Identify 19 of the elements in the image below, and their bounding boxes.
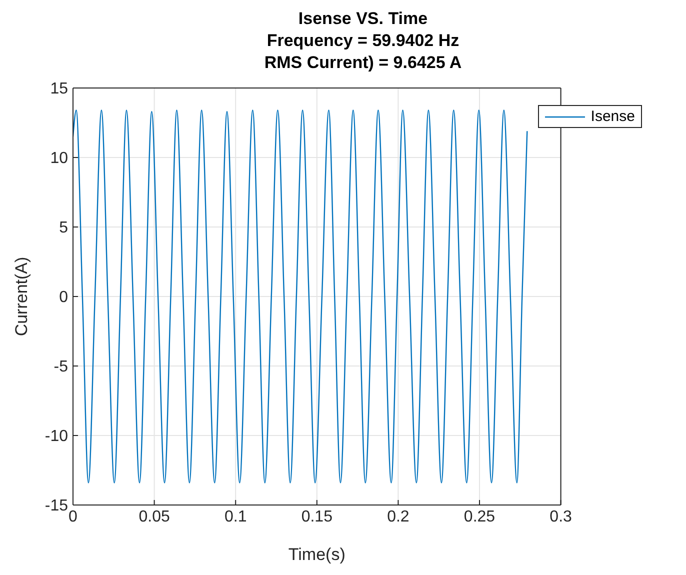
y-axis-title: Current(A) [12, 256, 32, 336]
x-tick-label: 0.05 [138, 508, 170, 526]
y-tick-label: 0 [59, 289, 68, 306]
x-tick-label: 0.3 [550, 508, 572, 526]
chart-title: Isense VS. Time [297, 8, 429, 30]
x-axis-title: Time(s) [288, 545, 346, 564]
legend-label: Isense [590, 108, 635, 125]
line-series [73, 110, 528, 484]
x-tick-label: 0.2 [387, 508, 410, 526]
y-tick-label: 10 [50, 150, 68, 168]
y-tick-label: 5 [59, 220, 68, 237]
x-tick-label: 0.25 [464, 508, 496, 526]
x-tick-label: 0.1 [224, 508, 247, 526]
x-tick-label: 0.15 [301, 508, 333, 526]
y-tick-label: -10 [44, 428, 68, 446]
y-tick-label: -15 [44, 498, 68, 515]
y-tick-label: 15 [50, 80, 68, 98]
chart-subtitle: Frequency = 59.9402 Hz RMS Current) = 9.6425 A [263, 30, 463, 74]
y-tick-label: -5 [54, 358, 68, 376]
